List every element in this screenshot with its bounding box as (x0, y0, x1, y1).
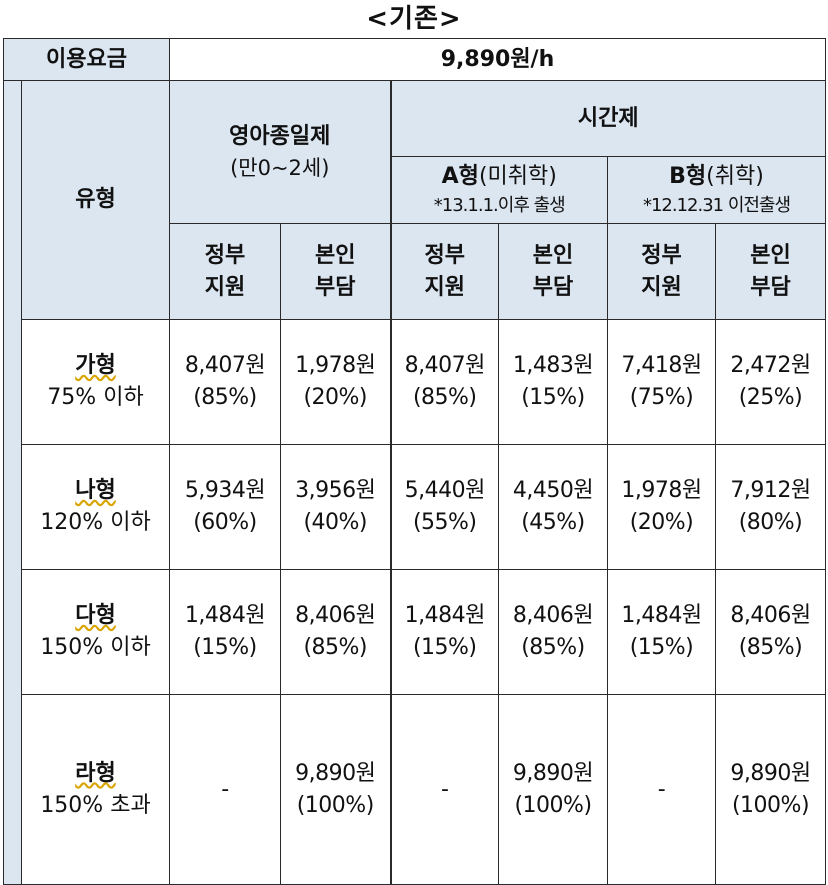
fee-cell: - (607, 694, 716, 885)
fee-cell: 1,484원 (15%) (607, 569, 716, 695)
fee-cell: 8,407원 (85%) (169, 319, 281, 445)
table-title: <기존> (366, 4, 462, 34)
fee-table: 이용요금 9,890원/h 유형 영아종일제 (만0~2세) 시간제 A형(미취… (3, 38, 826, 885)
fee-cell: 1,484원 (15%) (169, 569, 281, 695)
infant-name: 영아종일제 (229, 123, 331, 149)
a-type-paren: (미취학) (478, 164, 557, 189)
fee-cell: 1,483원 (15%) (498, 319, 608, 445)
fee-cell: - (169, 694, 281, 885)
infant-sub: (만0~2세) (230, 155, 330, 180)
infant-self-header: 본인 부담 (280, 223, 391, 320)
rate-value: 9,890원/h (169, 38, 826, 81)
fee-cell: 7,912원 (80%) (715, 444, 826, 570)
fee-cell: 8,406원 (85%) (498, 569, 608, 695)
b-gov-header: 정부 지원 (607, 223, 716, 320)
table-row: 다형 150% 이하 1,484원 (15%) 8,406원 (85%) 1,484원… (4, 569, 826, 695)
fee-cell: 1,484원 (15%) (389, 569, 499, 695)
a-type-sub: *13.1.1.이후 출생 (433, 194, 566, 216)
fee-cell: 9,890원 (100%) (498, 694, 608, 885)
fee-cell: 9,890원 (100%) (280, 694, 391, 885)
row-label: 다형 150% 이하 (21, 569, 170, 695)
fee-cell: 9,890원 (100%) (715, 694, 826, 885)
fee-cell: 4,450원 (45%) (498, 444, 608, 570)
table-row: 나형 120% 이하 5,934원 (60%) 3,956원 (40%) 5,440원… (4, 444, 826, 570)
fee-cell: 5,440원 (55%) (389, 444, 499, 570)
row-label: 라형 150% 초과 (21, 694, 170, 885)
b-self-header: 본인 부담 (715, 223, 826, 320)
fee-cell: 8,406원 (85%) (715, 569, 826, 695)
fee-cell: 1,978원 (20%) (280, 319, 391, 445)
b-type-paren: (취학) (706, 164, 764, 189)
type-header: 유형 (21, 80, 170, 320)
a-type-name: A형 (441, 164, 479, 189)
infant-header: 영아종일제 (만0~2세) (169, 80, 391, 224)
b-type-name: B형 (669, 164, 707, 189)
fee-cell: 1,978원 (20%) (607, 444, 716, 570)
a-self-header: 본인 부담 (498, 223, 608, 320)
row-label: 가형 75% 이하 (21, 319, 170, 445)
fee-cell: 2,472원 (25%) (715, 319, 826, 445)
a-gov-header: 정부 지원 (389, 223, 499, 320)
table-row: 라형 150% 초과 - 9,890원 (100%) - 9,890원 (100%) … (4, 694, 826, 885)
fee-cell: - (389, 694, 499, 885)
fee-cell: 8,406원 (85%) (280, 569, 391, 695)
hourly-header: 시간제 (389, 80, 826, 157)
fee-cell: 8,407원 (85%) (389, 319, 499, 445)
rate-label: 이용요금 (3, 38, 170, 81)
left-margin-cell (3, 80, 22, 885)
a-type-header: A형(미취학) *13.1.1.이후 출생 (389, 156, 608, 224)
fee-cell: 3,956원 (40%) (280, 444, 391, 570)
row-label: 나형 120% 이하 (21, 444, 170, 570)
table-row: 가형 75% 이하 8,407원 (85%) 1,978원 (20%) 8,407원(… (4, 319, 826, 445)
fee-cell: 5,934원 (60%) (169, 444, 281, 570)
fee-cell: 7,418원 (75%) (607, 319, 716, 445)
b-type-header: B형(취학) *12.12.31 이전출생 (607, 156, 826, 224)
b-type-sub: *12.12.31 이전출생 (642, 194, 791, 216)
infant-gov-header: 정부 지원 (169, 223, 281, 320)
